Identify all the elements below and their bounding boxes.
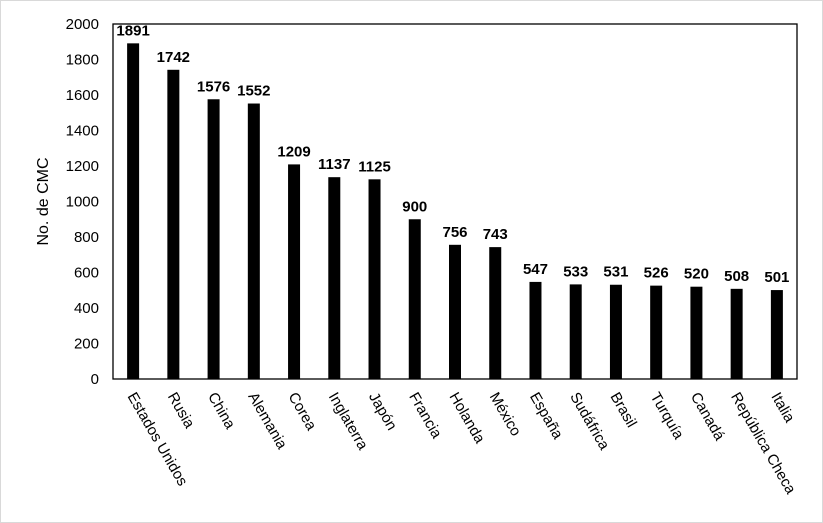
y-tick-label: 0 bbox=[91, 371, 99, 388]
y-axis-ticks: 0 200 400 600 800 1000 1200 1400 1600 1800 2000 bbox=[66, 16, 99, 388]
x-tick-label: Brasil bbox=[606, 390, 639, 431]
y-axis-title: No. de CMC bbox=[35, 157, 52, 245]
y-tick-label: 200 bbox=[74, 336, 99, 353]
x-tick-label: Turquía bbox=[647, 390, 688, 443]
bar-value-label: 743 bbox=[483, 226, 508, 243]
bar bbox=[770, 290, 783, 379]
bar bbox=[489, 247, 502, 379]
bar bbox=[328, 177, 341, 379]
bar-value-label: 1209 bbox=[277, 143, 310, 160]
bar-value-label: 531 bbox=[603, 264, 628, 281]
bar-value-label: 1137 bbox=[318, 156, 351, 173]
bar bbox=[167, 69, 180, 380]
bar bbox=[207, 99, 220, 379]
data-labels: 1891 1742 1576 1552 1209 1137 1125 900 756 743 547… bbox=[116, 22, 789, 286]
x-tick-label: Holanda bbox=[446, 390, 489, 447]
bar bbox=[690, 286, 703, 379]
bar bbox=[288, 164, 301, 379]
y-tick-label: 1800 bbox=[66, 52, 99, 69]
bar bbox=[609, 284, 622, 379]
bar bbox=[408, 219, 421, 379]
y-tick-label: 2000 bbox=[66, 16, 99, 33]
bar-value-label: 501 bbox=[764, 269, 789, 286]
bar-value-label: 508 bbox=[724, 268, 749, 285]
bar-value-label: 756 bbox=[442, 224, 467, 241]
x-tick-label: Canadá bbox=[687, 390, 728, 445]
x-tick-label: Sudáfrica bbox=[566, 390, 613, 454]
y-tick-label: 1600 bbox=[66, 87, 99, 104]
bar bbox=[247, 103, 260, 380]
y-tick-label: 1400 bbox=[66, 123, 99, 140]
plot-area-border bbox=[112, 23, 798, 380]
y-tick-label: 800 bbox=[74, 229, 99, 246]
x-tick-label: Italia bbox=[767, 390, 798, 427]
bar-value-label: 533 bbox=[563, 263, 588, 280]
bar-value-label: 1125 bbox=[358, 158, 391, 175]
y-tick-label: 400 bbox=[74, 300, 99, 317]
bar-value-label: 1552 bbox=[237, 83, 270, 100]
bar-value-label: 547 bbox=[523, 261, 548, 278]
bar-value-label: 1742 bbox=[157, 49, 190, 66]
x-tick-label: Corea bbox=[285, 390, 320, 434]
bar bbox=[730, 288, 743, 379]
bar bbox=[368, 179, 381, 379]
bar bbox=[127, 43, 140, 379]
bar bbox=[650, 285, 663, 379]
x-tick-label: China bbox=[204, 390, 239, 433]
x-tick-label: Inglaterra bbox=[325, 390, 372, 454]
bar bbox=[529, 281, 542, 379]
bar-value-label: 526 bbox=[644, 265, 669, 282]
bar-value-label: 900 bbox=[402, 198, 427, 215]
x-tick-label: México bbox=[486, 390, 524, 440]
bar-value-label: 520 bbox=[684, 266, 709, 283]
bars bbox=[127, 43, 783, 380]
x-tick-label: Rusia bbox=[164, 390, 198, 432]
bar bbox=[449, 244, 461, 379]
x-tick-label: Japón bbox=[365, 390, 400, 434]
x-tick-label: Francia bbox=[405, 390, 445, 442]
y-tick-label: 600 bbox=[74, 265, 99, 282]
bar-value-label: 1891 bbox=[116, 22, 149, 39]
y-tick-label: 1000 bbox=[66, 194, 99, 211]
x-tick-label: Alemania bbox=[244, 390, 290, 453]
y-tick-label: 1200 bbox=[66, 158, 99, 175]
x-tick-label: España bbox=[526, 390, 566, 443]
bar-value-label: 1576 bbox=[197, 78, 230, 95]
bar bbox=[569, 284, 582, 379]
